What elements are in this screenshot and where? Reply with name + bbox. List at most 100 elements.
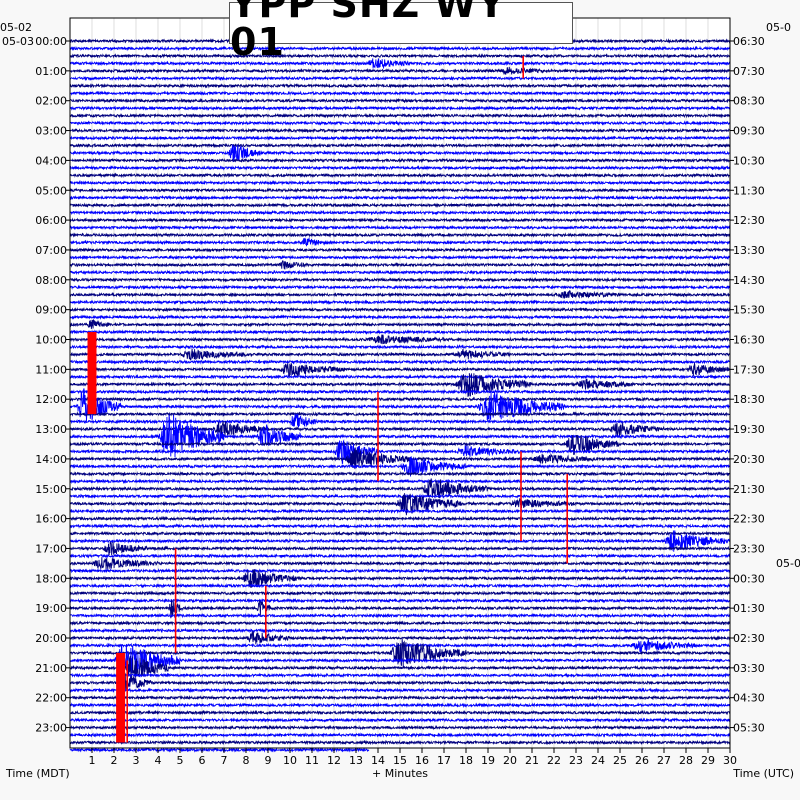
x-tick-label: 19 xyxy=(481,754,495,767)
x-tick-label: 27 xyxy=(657,754,671,767)
right-hour-label: 11:30 xyxy=(733,184,765,197)
seismic-trace xyxy=(69,277,731,283)
x-tick-label: 7 xyxy=(221,754,228,767)
left-hour-label: 15:00 xyxy=(35,483,67,496)
left-hour-label: 21:00 xyxy=(35,662,67,675)
seismic-trace xyxy=(69,57,731,70)
right-hour-label: 14:30 xyxy=(733,274,765,287)
left-hour-label: 11:00 xyxy=(35,363,67,376)
seismic-trace xyxy=(69,627,730,634)
seismic-trace xyxy=(69,347,731,361)
x-tick-label: 11 xyxy=(305,754,319,767)
x-tick-label: 12 xyxy=(327,754,341,767)
seismic-trace xyxy=(69,515,730,522)
right-hour-label: 00:30 xyxy=(733,572,765,585)
left-hour-label: 04:00 xyxy=(35,154,67,167)
seismic-trace xyxy=(69,334,731,345)
seismic-trace xyxy=(69,202,731,209)
seismic-trace xyxy=(69,66,730,75)
seismic-trace xyxy=(69,493,731,516)
seismic-trace xyxy=(69,620,731,626)
seismic-trace xyxy=(69,631,731,645)
seismic-trace xyxy=(69,447,731,470)
seismic-trace xyxy=(69,388,731,422)
x-tick-label: 23 xyxy=(569,754,583,767)
left-hour-label: 18:00 xyxy=(35,572,67,585)
seismic-trace xyxy=(69,187,731,194)
seismic-trace xyxy=(69,164,731,171)
right-hour-label: 23:30 xyxy=(733,542,765,555)
left-hour-label: 00:00 xyxy=(35,35,67,48)
x-tick-label: 18 xyxy=(459,754,473,767)
x-tick-label: 26 xyxy=(635,754,649,767)
seismic-trace xyxy=(69,194,730,201)
left-hour-label: 09:00 xyxy=(35,304,67,317)
seismic-trace xyxy=(69,289,731,299)
seismic-trace xyxy=(69,217,731,224)
seismic-trace xyxy=(69,567,731,574)
left-hour-label: 16:00 xyxy=(35,513,67,526)
seismic-trace xyxy=(69,530,731,552)
left-hour-label: 23:00 xyxy=(35,722,67,735)
seismic-trace xyxy=(69,597,731,604)
seismic-trace xyxy=(69,420,731,439)
right-hour-label: 21:30 xyxy=(733,483,765,496)
seismic-trace xyxy=(69,672,731,692)
right-hour-label: 10:30 xyxy=(733,154,765,167)
seismic-trace xyxy=(69,582,731,589)
seismic-trace xyxy=(69,142,730,149)
right-hour-label: 01:30 xyxy=(733,602,765,615)
seismic-trace xyxy=(69,612,731,619)
seismic-trace xyxy=(69,82,731,89)
right-hour-label: 16:30 xyxy=(733,334,765,347)
x-tick-label: 4 xyxy=(155,754,162,767)
seismic-trace xyxy=(69,557,731,570)
seismic-trace xyxy=(69,314,730,321)
seismic-trace xyxy=(69,478,731,499)
x-tick-label: 17 xyxy=(437,754,451,767)
right-hour-label: 03:30 xyxy=(733,662,765,675)
axes: 1 2 3 4 5 6 7 8 9 10 11 12 13 14 15 16 17 18 19 20 21 22 23 24 2… xyxy=(0,21,800,780)
right-hour-label: 09:30 xyxy=(733,125,765,138)
seismic-trace xyxy=(69,732,731,738)
seismic-traces xyxy=(69,38,731,753)
seismic-trace xyxy=(69,260,731,270)
event-pick-marker xyxy=(87,332,97,415)
event-picks xyxy=(87,55,569,743)
seismic-trace xyxy=(69,541,731,557)
x-tick-label: 13 xyxy=(349,754,363,767)
seismic-trace xyxy=(69,359,731,365)
seismic-trace xyxy=(69,655,731,682)
seismic-trace xyxy=(69,747,370,753)
left-hour-label: 08:00 xyxy=(35,274,67,287)
right-hour-label: 18:30 xyxy=(733,393,765,406)
seismic-trace xyxy=(69,97,731,104)
seismic-trace xyxy=(69,284,730,291)
left-hour-label: 05:00 xyxy=(35,184,67,197)
event-pick-marker xyxy=(116,652,126,743)
seismic-trace xyxy=(69,224,731,231)
title-box: YPP SHZ WY 01 xyxy=(229,0,573,61)
seismic-trace xyxy=(69,434,731,455)
seismic-trace xyxy=(69,717,731,723)
x-tick-label: 16 xyxy=(415,754,429,767)
date-label: 05-03 xyxy=(2,35,34,48)
x-tick-label: 25 xyxy=(613,754,627,767)
date-label: 05-0 xyxy=(776,557,800,570)
seismic-trace xyxy=(69,470,731,477)
seismic-trace xyxy=(69,687,730,694)
seismic-trace xyxy=(69,232,731,238)
seismic-trace xyxy=(69,702,731,709)
left-hour-label: 22:00 xyxy=(35,692,67,705)
left-hour-label: 03:00 xyxy=(35,125,67,138)
seismic-trace xyxy=(69,724,731,731)
x-tick-label: 5 xyxy=(177,754,184,767)
left-hour-label: 14:00 xyxy=(35,453,67,466)
seismic-trace xyxy=(69,508,731,514)
right-axis-title: Time (UTC) xyxy=(732,767,794,780)
seismic-trace xyxy=(69,493,731,500)
x-tick-label: 9 xyxy=(265,754,272,767)
seismic-trace xyxy=(69,523,731,529)
left-hour-label: 06:00 xyxy=(35,214,67,227)
left-hour-label: 10:00 xyxy=(35,334,67,347)
